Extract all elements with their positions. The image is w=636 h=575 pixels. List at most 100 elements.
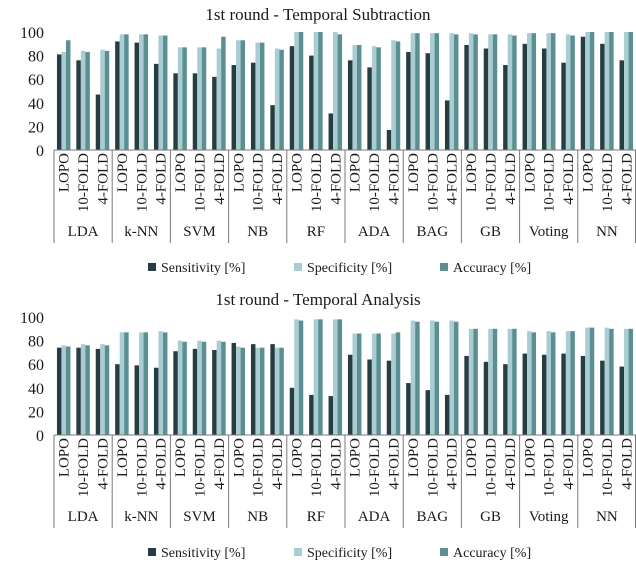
ta-bar-accuracy	[124, 332, 129, 435]
ta-bar-accuracy	[337, 319, 343, 435]
ts-bar-accuracy	[240, 40, 246, 151]
ts-bar-accuracy	[104, 50, 110, 150]
ta-legend-swatch	[294, 548, 302, 556]
ta-y-tick-label: 80	[28, 334, 44, 351]
ts-subcategory-label: 4-FOLD	[445, 153, 461, 205]
ts-bar-specificity	[158, 35, 163, 150]
ta-bar-sensitivity	[367, 359, 372, 435]
ts-bar-sensitivity	[95, 94, 101, 150]
ta-bar-accuracy	[434, 321, 440, 435]
ta-bar-specificity	[274, 347, 280, 435]
ta-bar-accuracy	[259, 347, 265, 435]
ts-bar-accuracy	[434, 33, 440, 150]
ta-group-label: Voting	[529, 509, 569, 525]
ts-bar-accuracy	[609, 32, 614, 150]
chart-temporal-subtraction: 1st round - Temporal Subtraction 0 20 40 60 8…	[0, 0, 636, 285]
ta-group-label: BAG	[416, 509, 448, 525]
ts-subcategory-label: 10-FOLD	[76, 153, 92, 212]
ta-bar-specificity	[80, 344, 86, 435]
ta-bar-accuracy	[298, 320, 304, 435]
ts-group-label: SVM	[183, 224, 216, 240]
ta-bar-accuracy	[221, 341, 226, 435]
ta-bar-sensitivity	[115, 364, 120, 435]
ts-bar-sensitivity	[464, 44, 469, 151]
ta-bar-accuracy	[609, 328, 614, 435]
ta-bar-sensitivity	[619, 366, 625, 435]
ts-group-label: NB	[247, 224, 268, 240]
ts-subcategory-label: LOPO	[231, 153, 247, 192]
ts-y-tick-label: 0	[36, 143, 44, 160]
ts-bar-sensitivity	[309, 55, 314, 150]
ts-group-label: Voting	[529, 224, 569, 240]
ts-bar-accuracy	[65, 40, 71, 151]
ts-subcategory-label: LOPO	[581, 153, 597, 192]
ts-bar-sensitivity	[134, 42, 140, 151]
ta-bar-accuracy	[318, 319, 323, 435]
ts-subcategory-label: LOPO	[406, 153, 422, 192]
ta-bar-accuracy	[162, 332, 168, 435]
ta-bar-sensitivity	[464, 355, 469, 435]
ts-bar-sensitivity	[425, 53, 431, 150]
ta-bar-specificity	[236, 346, 241, 435]
ts-bar-specificity	[255, 42, 260, 151]
ts-bar-sensitivity	[580, 36, 586, 150]
chart-temporal-subtraction-svg: 1st round - Temporal Subtraction 0 20 40 60 8…	[20, 5, 636, 276]
ts-group-label: LDA	[68, 224, 99, 240]
ta-bar-specificity	[507, 328, 513, 435]
ts-bar-accuracy	[337, 34, 343, 150]
ts-bar-specificity	[565, 34, 571, 150]
ts-bar-accuracy	[570, 35, 575, 150]
ts-legend-label: Sensitivity [%]	[161, 261, 245, 276]
ts-subcategory-label: 4-FOLD	[387, 153, 403, 205]
ta-bar-sensitivity	[483, 361, 489, 435]
ta-bar-specificity	[624, 328, 629, 435]
ts-subcategory-label: 10-FOLD	[542, 153, 558, 212]
ts-bar-specificity	[139, 34, 144, 150]
ts-group-label: ADA	[358, 224, 391, 240]
ta-bar-specificity	[468, 328, 474, 435]
ts-bar-sensitivity	[406, 52, 411, 151]
ta-bar-accuracy	[628, 328, 634, 435]
ta-subcategory-label: LOPO	[348, 438, 364, 477]
ta-subcategory-label: 10-FOLD	[134, 438, 150, 497]
ts-group-label: k-NN	[124, 224, 158, 240]
ts-bar-sensitivity	[115, 41, 120, 150]
ts-subcategory-label: 10-FOLD	[193, 153, 209, 212]
ta-bar-specificity	[139, 332, 144, 435]
ts-bar-specificity	[197, 47, 202, 151]
ts-bar-sensitivity	[231, 65, 237, 150]
ta-bar-specificity	[197, 340, 202, 435]
ts-subcategory-label: 10-FOLD	[425, 153, 441, 212]
ta-group-label: LDA	[68, 509, 99, 525]
ta-subcategory-label: 10-FOLD	[309, 438, 325, 497]
ta-bar-accuracy	[589, 327, 595, 435]
ta-bar-sensitivity	[231, 342, 237, 435]
ta-bar-sensitivity	[561, 353, 566, 435]
ts-bar-accuracy	[453, 34, 459, 150]
ts-subcategory-label: 10-FOLD	[134, 153, 150, 212]
ts-bar-sensitivity	[541, 48, 547, 150]
ta-group-label: NN	[596, 509, 618, 525]
ta-bar-sensitivity	[250, 344, 256, 435]
ta-subcategory-label: 10-FOLD	[484, 438, 500, 497]
ta-bar-accuracy	[531, 332, 537, 435]
ts-legend-swatch	[440, 263, 448, 271]
ts-bar-accuracy	[85, 52, 90, 151]
ts-bar-accuracy	[259, 42, 265, 151]
ta-y-tick-label: 20	[28, 404, 44, 421]
ts-bar-specificity	[430, 33, 435, 150]
ta-bar-sensitivity	[173, 351, 178, 435]
ta-bar-specificity	[585, 327, 590, 435]
ts-bar-sensitivity	[212, 76, 217, 150]
ts-bar-specificity	[410, 33, 416, 150]
ta-bar-specificity	[604, 327, 610, 435]
ts-legend-swatch	[148, 263, 156, 271]
ts-group-label: NN	[596, 224, 618, 240]
ts-group-label: RF	[307, 224, 325, 240]
ta-bar-specificity	[410, 320, 416, 435]
ts-bar-specificity	[274, 48, 280, 150]
ts-subcategory-label: 4-FOLD	[96, 153, 112, 205]
ts-bar-specificity	[236, 40, 241, 151]
ta-bar-specificity	[216, 340, 222, 435]
ts-group-label: BAG	[416, 224, 448, 240]
